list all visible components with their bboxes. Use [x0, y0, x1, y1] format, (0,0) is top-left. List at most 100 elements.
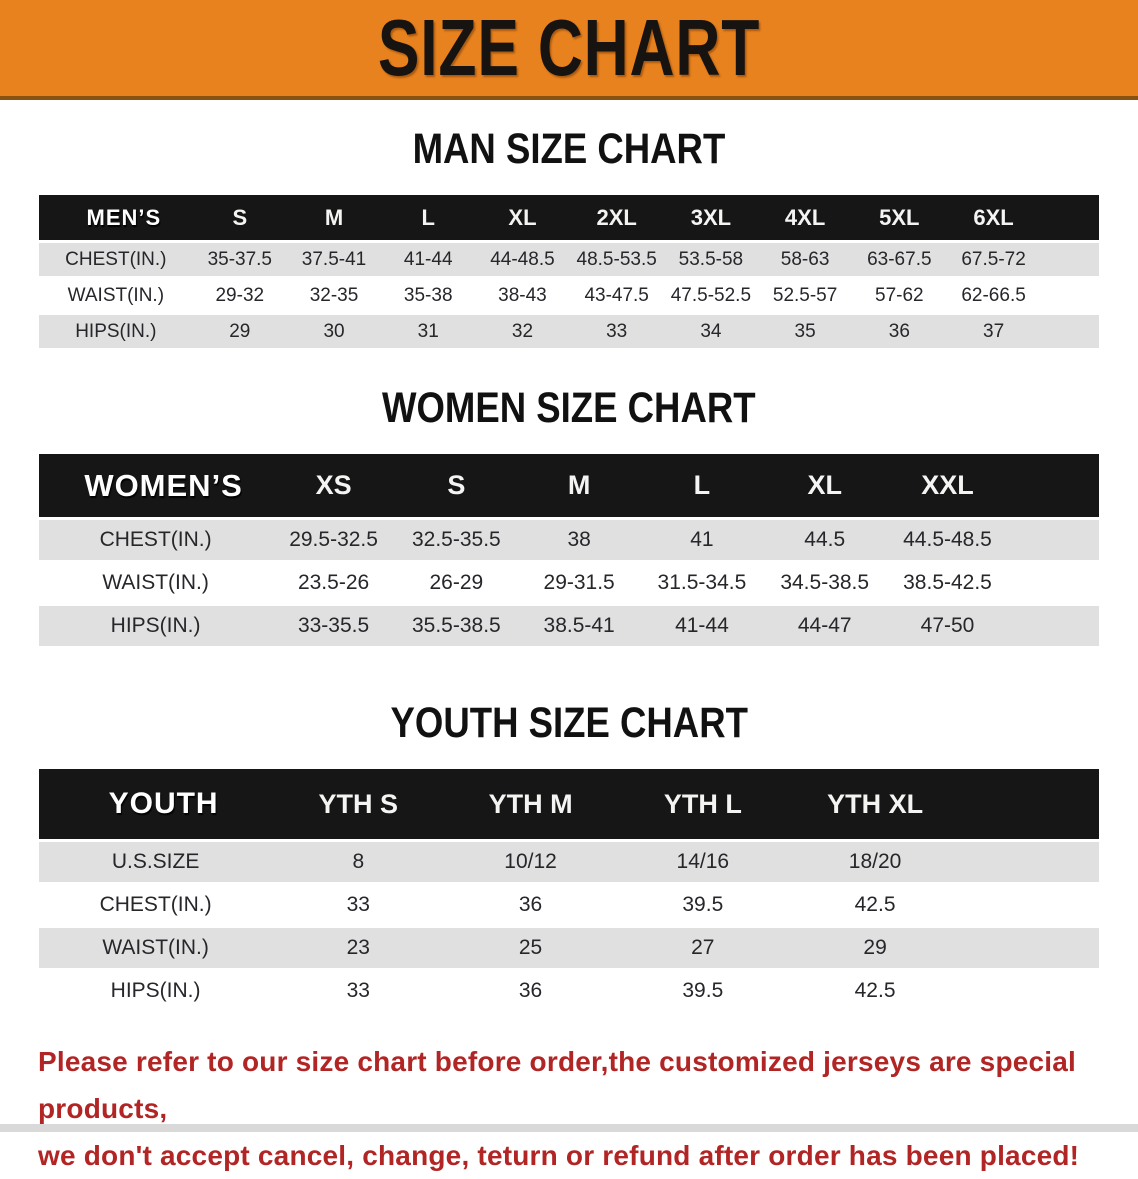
size-value-cell: 58-63	[758, 243, 853, 276]
size-value-cell: 34.5-38.5	[763, 563, 887, 603]
size-value-cell: 33	[272, 971, 445, 1011]
size-value-cell: 63-67.5	[852, 243, 947, 276]
table-row: CHEST(IN.) 33 36 39.5 42.5	[39, 885, 1099, 925]
size-value-cell: 38-43	[475, 279, 570, 312]
size-value-cell: 44-47	[763, 606, 887, 646]
size-value-cell: 38.5-41	[517, 606, 641, 646]
size-column-header: L	[640, 454, 764, 517]
table-row: HIPS(IN.) 29 30 31 32 33 34 35 36 37	[39, 315, 1099, 348]
size-value-cell: 18/20	[788, 842, 962, 882]
row-label: WAIST(IN.)	[39, 928, 273, 968]
row-label: CHEST(IN.)	[39, 243, 193, 276]
size-value-cell: 42.5	[788, 885, 962, 925]
spacer-cell	[1008, 520, 1099, 560]
table-row: HIPS(IN.) 33 36 39.5 42.5	[39, 971, 1099, 1011]
table-row: WAIST(IN.) 23.5-26 26-29 29-31.5 31.5-34.5 34…	[39, 563, 1099, 603]
men-section-heading: MAN SIZE CHART	[412, 125, 726, 173]
table-row: WAIST(IN.) 23 25 27 29	[39, 928, 1099, 968]
spacer-cell	[961, 769, 1099, 839]
size-column-header: S	[394, 454, 518, 517]
size-column-header: YTH M	[444, 769, 617, 839]
table-row: CHEST(IN.) 29.5-32.5 32.5-35.5 38 41 44.5 44.5…	[39, 520, 1099, 560]
size-column-header: M	[517, 454, 641, 517]
spacer-cell	[961, 842, 1099, 882]
spacer-cell	[1008, 454, 1099, 517]
size-value-cell: 47-50	[886, 606, 1009, 646]
size-value-cell: 41	[640, 520, 764, 560]
size-value-cell: 38.5-42.5	[886, 563, 1009, 603]
size-value-cell: 31.5-34.5	[640, 563, 764, 603]
size-column-header: 6XL	[946, 195, 1041, 240]
size-value-cell: 44-48.5	[475, 243, 570, 276]
size-column-header: XS	[272, 454, 395, 517]
women-size-table: WOMEN’S XS S M L XL XXL CHEST(IN.) 29.5-32.5 32.5…	[39, 451, 1099, 649]
size-value-cell: 36	[444, 971, 617, 1011]
size-value-cell: 8	[272, 842, 445, 882]
spacer-cell	[1040, 195, 1099, 240]
size-column-header: 4XL	[758, 195, 853, 240]
size-column-header: 5XL	[852, 195, 947, 240]
size-value-cell: 43-47.5	[569, 279, 664, 312]
row-label: U.S.SIZE	[39, 842, 273, 882]
order-disclaimer: Please refer to our size chart before or…	[38, 1038, 1102, 1179]
size-value-cell: 34	[663, 315, 758, 348]
size-column-header: XL	[763, 454, 887, 517]
size-value-cell: 47.5-52.5	[663, 279, 758, 312]
spacer-cell	[961, 971, 1099, 1011]
table-header-row: YOUTH YTH S YTH M YTH L YTH XL	[39, 769, 1099, 839]
row-label: HIPS(IN.)	[39, 971, 273, 1011]
size-value-cell: 37	[946, 315, 1041, 348]
size-value-cell: 35-38	[381, 279, 476, 312]
row-label: CHEST(IN.)	[39, 520, 273, 560]
women-section-heading: WOMEN SIZE CHART	[382, 384, 756, 432]
size-value-cell: 33-35.5	[272, 606, 395, 646]
size-column-header: 3XL	[663, 195, 758, 240]
size-value-cell: 35-37.5	[192, 243, 287, 276]
size-value-cell: 23	[272, 928, 445, 968]
table-header-row: MEN’S S M L XL 2XL 3XL 4XL 5XL 6XL	[39, 195, 1099, 240]
spacer-cell	[961, 885, 1099, 925]
size-column-header: YTH L	[616, 769, 789, 839]
size-value-cell: 35.5-38.5	[394, 606, 518, 646]
table-row: U.S.SIZE 8 10/12 14/16 18/20	[39, 842, 1099, 882]
spacer-cell	[1040, 315, 1099, 348]
size-value-cell: 35	[758, 315, 853, 348]
spacer-cell	[1040, 279, 1099, 312]
row-label: WAIST(IN.)	[39, 279, 193, 312]
size-value-cell: 44.5	[763, 520, 887, 560]
spacer-cell	[1008, 563, 1099, 603]
size-value-cell: 10/12	[444, 842, 617, 882]
size-value-cell: 39.5	[616, 971, 789, 1011]
row-label: CHEST(IN.)	[39, 885, 273, 925]
size-value-cell: 29-32	[192, 279, 287, 312]
size-value-cell: 32.5-35.5	[394, 520, 518, 560]
size-value-cell: 41-44	[640, 606, 764, 646]
size-value-cell: 29-31.5	[517, 563, 641, 603]
size-value-cell: 57-62	[852, 279, 947, 312]
size-value-cell: 14/16	[616, 842, 789, 882]
size-value-cell: 33	[569, 315, 664, 348]
size-value-cell: 29	[788, 928, 962, 968]
disclaimer-line-2: we don't accept cancel, change, teturn o…	[38, 1140, 1080, 1171]
size-value-cell: 36	[852, 315, 947, 348]
table-row: HIPS(IN.) 33-35.5 35.5-38.5 38.5-41 41-44 44-…	[39, 606, 1099, 646]
size-value-cell: 62-66.5	[946, 279, 1041, 312]
women-size-section: WOMEN SIZE CHART WOMEN’S XS S M L XL XXL CHEST(…	[0, 351, 1138, 649]
size-value-cell: 32-35	[286, 279, 382, 312]
size-value-cell: 30	[286, 315, 382, 348]
size-value-cell: 32	[475, 315, 570, 348]
youth-size-table: YOUTH YTH S YTH M YTH L YTH XL U.S.SIZE 8 10/12…	[39, 766, 1099, 1014]
spacer-cell	[961, 928, 1099, 968]
size-value-cell: 67.5-72	[946, 243, 1041, 276]
size-value-cell: 31	[381, 315, 476, 348]
table-row: CHEST(IN.) 35-37.5 37.5-41 41-44 44-48.5 48.5…	[39, 243, 1099, 276]
size-value-cell: 29.5-32.5	[272, 520, 395, 560]
row-label: HIPS(IN.)	[39, 606, 273, 646]
table-header-label: YOUTH	[39, 769, 273, 839]
size-value-cell: 53.5-58	[663, 243, 758, 276]
table-row: WAIST(IN.) 29-32 32-35 35-38 38-43 43-47.5 47.…	[39, 279, 1099, 312]
size-value-cell: 27	[616, 928, 789, 968]
youth-size-section: YOUTH SIZE CHART YOUTH YTH S YTH M YTH L YTH…	[0, 649, 1138, 1014]
size-column-header: S	[192, 195, 287, 240]
table-header-label: MEN’S	[39, 195, 193, 240]
